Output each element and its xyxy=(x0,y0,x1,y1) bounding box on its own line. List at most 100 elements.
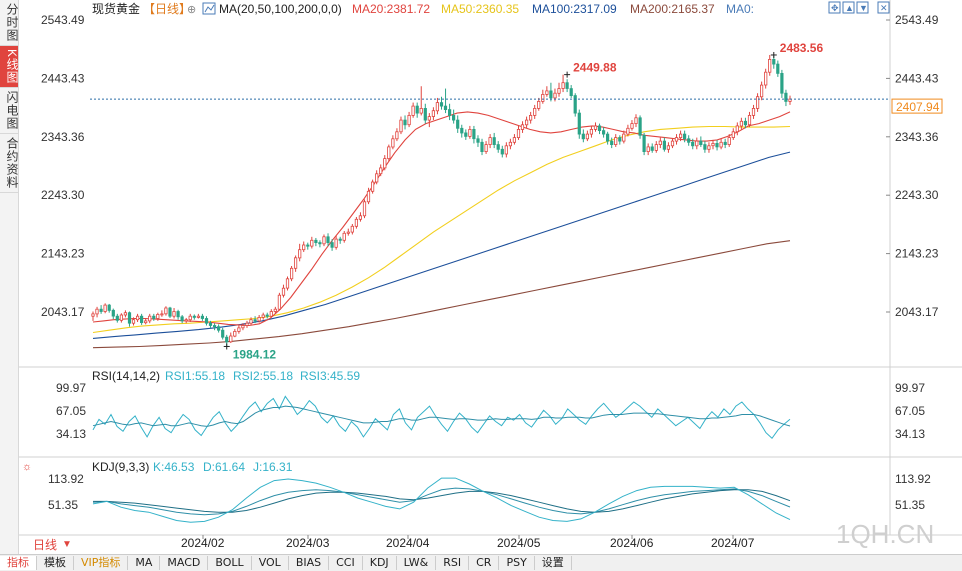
candle-body xyxy=(164,307,168,315)
candle-body xyxy=(156,313,160,319)
candle-body xyxy=(472,128,476,140)
candle-body xyxy=(687,138,691,143)
candle-body xyxy=(610,140,614,146)
sidebar-tab-timeshare[interactable]: 分时图 xyxy=(0,0,19,46)
candle-body xyxy=(160,313,164,316)
sidebar-tab-flash[interactable]: 闪电图 xyxy=(0,88,19,135)
ytick-label-left: 2143.23 xyxy=(41,247,85,261)
candle-body xyxy=(488,137,492,146)
candle-body xyxy=(200,315,204,319)
candle-body xyxy=(91,313,95,317)
toolbar-item[interactable]: CR xyxy=(469,556,500,570)
candle-body xyxy=(525,119,529,126)
ma200-line xyxy=(92,240,791,349)
chart-area[interactable]: 2483.56 2449.88 1984.12 2543.49 2543.49 2443… xyxy=(0,0,962,554)
candle-body xyxy=(403,119,407,126)
candle-body xyxy=(99,308,103,312)
candle-body xyxy=(691,141,695,147)
candle-body xyxy=(208,322,213,326)
period-box[interactable]: 日线 ▼ xyxy=(19,536,72,554)
candle-body xyxy=(411,105,415,116)
candle-body xyxy=(739,120,744,127)
watermark: 1QH.CN xyxy=(836,519,934,549)
candle-body xyxy=(654,144,658,151)
rsi-legend-label: RSI(14,14,2) xyxy=(92,369,160,383)
sidebar-tab-contract[interactable]: 合约资料 xyxy=(0,134,19,194)
pan-icons[interactable]: ✥ ▲ ▼ ✕ xyxy=(828,1,890,14)
candle-body xyxy=(237,327,241,332)
ma200-legend: MA200:2165.37 xyxy=(630,2,715,16)
settings-icon[interactable]: ⊕ xyxy=(187,4,196,16)
candle-body xyxy=(306,244,310,247)
chevron-down-icon[interactable]: ▼ xyxy=(62,539,72,550)
ytick-label-right: 2343.36 xyxy=(895,130,939,144)
candle-body xyxy=(699,140,703,146)
rsi-ytick-right: 34.13 xyxy=(895,427,925,441)
rsi-ytick-right: 67.05 xyxy=(895,404,925,418)
rsi3-legend: RSI3:45.59 xyxy=(300,369,360,383)
toolbar-item[interactable]: 设置 xyxy=(535,556,572,570)
ma100-line xyxy=(92,151,791,339)
sun-icon[interactable]: ☼ xyxy=(22,461,32,473)
candle-body xyxy=(606,133,610,142)
current-price-tag xyxy=(891,98,943,114)
toolbar-item[interactable]: BOLL xyxy=(208,556,252,570)
toolbar-item[interactable]: 指标 xyxy=(0,556,37,570)
candle-body xyxy=(634,117,638,125)
instrument-title: 现货黄金 xyxy=(92,1,140,16)
candle-body xyxy=(674,137,679,142)
candle-body xyxy=(703,144,707,150)
sidebar: 分时图 K线图 闪电图 合约资料 xyxy=(0,0,19,554)
candle-body xyxy=(451,115,456,121)
toolbar-item[interactable]: LW& xyxy=(397,556,437,570)
toolbar-item[interactable]: CCI xyxy=(329,556,363,570)
toolbar-item[interactable]: MA xyxy=(128,556,161,570)
candle-body xyxy=(245,322,249,326)
toolbar-item[interactable]: 模板 xyxy=(37,556,74,570)
candle-body xyxy=(537,101,541,109)
toolbar-item[interactable]: VIP指标 xyxy=(74,556,129,570)
rsi-ytick-left: 99.97 xyxy=(56,381,86,395)
candle-body xyxy=(602,130,606,135)
candle-body xyxy=(387,146,391,159)
candle-body xyxy=(622,133,626,142)
kdj-ytick-right: 51.35 xyxy=(895,498,925,512)
candle-body xyxy=(784,92,788,102)
toolbar-item[interactable]: RSI xyxy=(436,556,470,570)
candle-body xyxy=(719,141,723,148)
candle-body xyxy=(670,140,675,147)
ytick-label-left: 2543.49 xyxy=(41,13,85,27)
candle-body xyxy=(358,215,363,220)
candle-body xyxy=(447,109,452,116)
candle-body xyxy=(391,138,395,148)
candle-body xyxy=(192,315,196,318)
ytick-label-left: 2243.30 xyxy=(41,188,85,202)
sidebar-tab-kline[interactable]: K线图 xyxy=(0,46,19,89)
annotation-label: 1984.12 xyxy=(233,347,277,361)
candle-body xyxy=(362,201,367,217)
toolbar-item[interactable]: BIAS xyxy=(289,556,330,570)
candle-body xyxy=(334,238,338,248)
xtick-label: 2024/06 xyxy=(610,536,654,550)
candle-body xyxy=(350,225,354,233)
xtick-label: 2024/04 xyxy=(386,536,430,550)
toolbar-item[interactable]: PSY xyxy=(499,556,535,570)
candle-body xyxy=(273,308,277,312)
period-button[interactable]: 日线 xyxy=(33,538,58,552)
candle-body xyxy=(172,311,176,317)
candle-body xyxy=(184,319,188,322)
candle-body xyxy=(747,115,752,126)
candle-body xyxy=(225,336,229,343)
ytick-label-right: 2443.43 xyxy=(895,71,939,85)
candle-body xyxy=(379,167,383,175)
toolbar-item[interactable]: KDJ xyxy=(363,556,397,570)
candle-body xyxy=(658,140,662,146)
candle-body xyxy=(630,123,634,129)
toolbar-item[interactable]: MACD xyxy=(160,556,209,570)
candle-body xyxy=(735,125,739,133)
toolbar-item[interactable]: VOL xyxy=(252,556,289,570)
candle-body xyxy=(221,329,225,338)
candle-body xyxy=(395,131,399,140)
ma-legend-label: MA(20,50,100,200,0,0) xyxy=(219,2,342,16)
candle-body xyxy=(269,311,273,317)
